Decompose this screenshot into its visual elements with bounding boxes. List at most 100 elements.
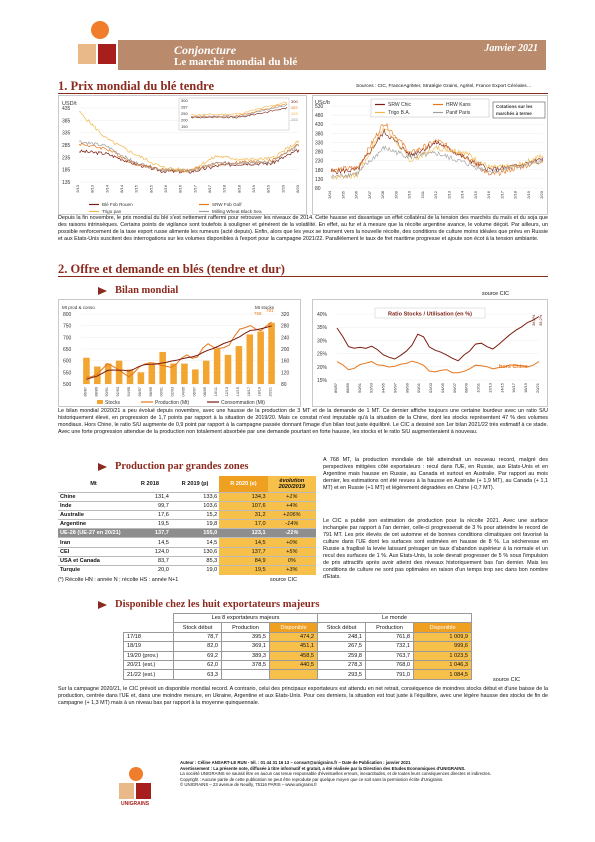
- x-tick-label: 94/95: [127, 387, 131, 397]
- bilan-svg: Mt prod & conso Mt stocks 800 750 700 650 600 5…: [62, 305, 290, 406]
- left-tick-label: 650: [63, 347, 72, 353]
- row-name: Australie: [60, 511, 84, 518]
- row-r2018: 19,5: [157, 521, 169, 528]
- publication-date: Janvier 2021: [484, 43, 538, 54]
- row-r2018: 124,0: [154, 548, 169, 555]
- dispo-source: source CIC: [493, 677, 520, 683]
- row-year: 19/20 (prov.): [123, 650, 174, 661]
- y-tick-label: 35%: [317, 325, 328, 331]
- row-r2020: 107,6: [219, 501, 268, 511]
- production-header-row: Mt R 2018 R 2019 (p) R 2020 (e) évolutio…: [58, 476, 316, 492]
- section1-rule: [58, 93, 548, 94]
- x-tick-label: 08/09: [203, 387, 207, 397]
- row-r2019: 19,8: [206, 521, 218, 528]
- row-value: 69,2: [173, 650, 222, 661]
- x-tick-label: 2/11: [420, 190, 425, 198]
- series-line: [330, 128, 544, 175]
- h-stock-debut-2: Stock début: [317, 622, 366, 633]
- col-evol: évolution 2020/2019: [267, 476, 316, 492]
- col-r2019: R 2019 (p): [181, 480, 209, 487]
- x-tick-label: 2/07: [367, 190, 372, 199]
- footer-logo: UNIGRAINS: [110, 765, 160, 810]
- row-value: 1 046,3: [413, 659, 472, 671]
- row-value: 458,5: [269, 650, 318, 661]
- row-r2019: 15,2: [206, 511, 218, 518]
- y-tick-label: 30%: [317, 338, 328, 344]
- stock-bar: [192, 369, 199, 384]
- col-r2018: R 2018: [140, 480, 159, 487]
- x-tick-label: 2/16: [486, 190, 491, 199]
- end-value-label: 791: [266, 308, 274, 313]
- table-row: USA et Canada 83,7 85,3 84,9 0%: [58, 556, 316, 566]
- page-title: Le marché mondial du blé: [174, 56, 298, 68]
- row-r2018: 131,4: [154, 493, 169, 500]
- production-source: source CIC: [270, 577, 297, 583]
- inset-tick-label: 200: [181, 118, 188, 123]
- row-value: 732,1: [365, 641, 414, 652]
- ratio-svg: 40% 35% 30% 25% 20% 15% 86/87 88/89 90/91 92/93 94…: [317, 307, 543, 393]
- row-name: USA et Canada: [60, 557, 100, 564]
- end-value-label: 300: [291, 99, 298, 104]
- row-r2018: 20,0: [157, 567, 169, 574]
- hors-chine-label: hors Chine: [499, 364, 528, 370]
- row-name: Turquie: [60, 567, 81, 574]
- row-r2019: 14,5: [206, 539, 218, 546]
- x-tick-label: 16/17: [247, 387, 251, 397]
- y-tick-label: 20%: [317, 365, 328, 371]
- y-tick-label: 130: [315, 177, 324, 183]
- table-row: 21/22 (est.) 63,3 293,5 791,0 1 084,5: [123, 669, 472, 680]
- row-evol: +3%: [267, 565, 316, 575]
- x-tick-label: 18/19: [258, 387, 262, 397]
- right-tick-label: 80: [281, 382, 287, 388]
- y-tick-label: 435: [62, 106, 71, 112]
- section2-rule: [58, 276, 548, 277]
- row-value: 768,0: [365, 659, 414, 671]
- x-tick-label: 2/19: [251, 184, 256, 193]
- row-value: [221, 669, 270, 680]
- bilan-paragraph: Le bilan mondial 2020/21 a peu évolué de…: [58, 408, 548, 435]
- stock-bar: [181, 363, 188, 384]
- left-tick-label: 600: [63, 359, 72, 365]
- x-tick-label: 2/15: [473, 190, 478, 199]
- stock-bar: [115, 360, 123, 384]
- x-tick-label: 2/20: [539, 190, 544, 199]
- legend-label: Trigo B.A.: [388, 110, 410, 116]
- footer-text: Auteur : Céline ANSART-LE RUN - tél. : 0…: [180, 760, 548, 788]
- dispo-title: Disponible chez les huit exportateurs ma…: [98, 599, 319, 610]
- table-row: 17/18 78,7 395,5 474,2 248,1 761,8 1 009,9: [123, 631, 472, 643]
- stock-bar: [268, 322, 275, 384]
- row-value: 378,5: [221, 659, 270, 671]
- left-tick-label: 550: [63, 370, 72, 376]
- footer-address: © UNIGRAINS – 23 avenue de Neuilly, 7511…: [180, 782, 317, 787]
- x-tick-label: 06/07: [452, 382, 457, 393]
- x-tick-label: 2/08: [380, 190, 385, 199]
- y-tick-label: 385: [62, 118, 71, 124]
- right-tick-label: 240: [281, 335, 290, 341]
- row-value: 82,0: [173, 641, 222, 652]
- end-value-label: 768: [254, 311, 262, 316]
- x-tick-label: 2/20: [280, 184, 285, 193]
- row-value: 1 009,9: [413, 631, 472, 643]
- h-production-2: Production: [365, 622, 414, 633]
- y-tick-label: 185: [62, 168, 71, 174]
- production-table: Mt R 2018 R 2019 (p) R 2020 (e) évolutio…: [58, 476, 316, 575]
- table-row: 18/19 82,0 369,1 451,1 267,5 732,1 999,6: [123, 641, 472, 652]
- legend-label: Milling Wheat Black Sea: [212, 209, 262, 214]
- row-value: 389,3: [221, 650, 270, 661]
- x-tick-label: 2/09: [393, 190, 398, 199]
- legend-swatch: [97, 400, 103, 404]
- legend-label: SRW Fob Golf: [212, 202, 242, 207]
- x-tick-label: 2/14: [104, 184, 109, 193]
- inset-series-line: [190, 103, 288, 118]
- x-tick-label: 00/01: [160, 387, 164, 397]
- x-tick-label: 92/93: [116, 387, 120, 397]
- right-tick-label: 280: [281, 324, 290, 330]
- row-r2020: 17,0: [219, 519, 268, 529]
- left-axis-label: Mt prod & conso: [62, 305, 95, 310]
- legend-label: Stocks: [105, 400, 121, 406]
- row-r2020: 14,5: [219, 537, 268, 548]
- y-tick-label: 330: [315, 140, 324, 146]
- row-r2019: 103,6: [203, 502, 218, 509]
- y-tick-label: 380: [315, 131, 324, 137]
